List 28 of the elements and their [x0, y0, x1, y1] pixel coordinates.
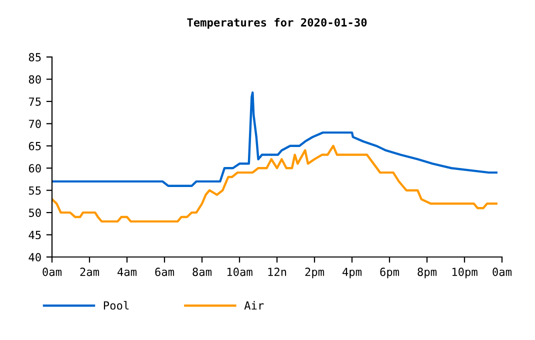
- y-tick-label: 65: [28, 142, 41, 150]
- legend-label: Air: [244, 301, 264, 310]
- x-tick-label: 0am: [492, 268, 512, 276]
- y-tick-label: 55: [28, 186, 41, 195]
- x-tick-label: 8pm: [418, 268, 437, 278]
- y-tick-label: 60: [28, 164, 41, 173]
- y-tick-label: 50: [28, 208, 41, 217]
- x-tick-label: 8am: [192, 268, 212, 276]
- x-tick-label: 6am: [155, 268, 174, 276]
- x-tick-label: 0am: [42, 268, 62, 276]
- x-tick-label: 6pm: [380, 268, 400, 278]
- x-tick-label: 10pm: [452, 268, 478, 278]
- y-tick-label: 40: [28, 253, 41, 262]
- y-tick-label: 45: [28, 230, 41, 240]
- chart-title: Temperatures for 2020-01-30: [187, 18, 367, 29]
- x-tick-label: 12n: [268, 268, 286, 276]
- x-tick-label: 10am: [227, 268, 252, 276]
- y-tick-label: 75: [28, 98, 41, 106]
- x-tick-label: 4pm: [342, 268, 362, 278]
- x-tick-label: 4am: [118, 268, 137, 276]
- legend-label: Pool: [104, 301, 129, 310]
- line-series: [52, 144, 498, 223]
- x-tick-label: 2am: [80, 268, 100, 276]
- line-series: [52, 91, 498, 187]
- y-tick-label: 70: [28, 120, 41, 128]
- x-tick-label: 2pm: [305, 268, 324, 278]
- y-tick-label: 80: [28, 75, 41, 84]
- y-tick-label: 85: [28, 53, 41, 62]
